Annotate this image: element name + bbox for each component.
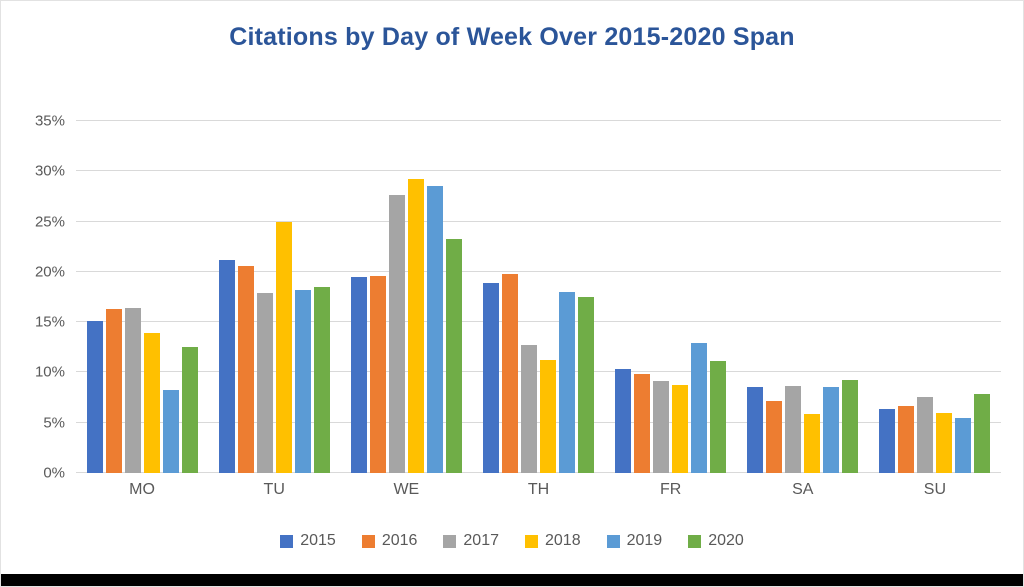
bar-2016-mo <box>105 309 122 473</box>
bar-2019-su <box>955 417 972 473</box>
legend-label: 2018 <box>545 532 581 549</box>
bar-2020-sa <box>842 380 859 473</box>
bar-2018-tu <box>275 221 292 473</box>
bar-2019-fr <box>691 343 708 473</box>
bar-group-we <box>350 121 462 473</box>
bar-2019-sa <box>823 386 840 473</box>
bar-2015-sa <box>747 386 764 473</box>
bar-2019-we <box>426 186 443 473</box>
legend-swatch-icon <box>361 534 375 548</box>
y-axis-tick-label: 20% <box>34 263 65 281</box>
bar-2020-fr <box>710 361 727 473</box>
legend-item-2020: 2020 <box>688 532 744 550</box>
bar-2020-su <box>974 393 991 473</box>
bar-2016-tu <box>237 265 254 473</box>
bar-2017-th <box>520 345 537 473</box>
legend: 2015 2016 2017 2018 2019 2020 <box>1 532 1023 550</box>
gridline-15% <box>76 321 1001 323</box>
bar-2018-we <box>407 179 424 473</box>
gridline-5% <box>76 421 1001 423</box>
y-axis-tick-label: 5% <box>43 414 65 432</box>
legend-label: 2017 <box>463 532 499 549</box>
chart-title: Citations by Day of Week Over 2015-2020 … <box>229 23 795 51</box>
bar-2017-su <box>917 396 934 473</box>
bar-2019-tu <box>294 289 311 473</box>
bar-2015-fr <box>615 369 632 473</box>
x-axis-label-we: WE <box>393 481 420 498</box>
bar-2018-th <box>539 360 556 473</box>
bar-2020-we <box>445 238 462 473</box>
bar-2016-th <box>501 273 518 473</box>
bar-group-th <box>482 121 594 473</box>
plot-area <box>76 120 1001 473</box>
legend-label: 2015 <box>300 532 336 549</box>
bar-2016-fr <box>634 374 651 473</box>
legend-swatch-icon <box>606 534 620 548</box>
y-axis-tick-label: 10% <box>34 363 65 381</box>
x-axis-label-su: SU <box>923 481 947 498</box>
x-axis-label-tu: TU <box>263 481 285 498</box>
bar-2017-we <box>388 195 405 473</box>
bar-2019-mo <box>162 389 179 473</box>
y-axis-tick-label: 30% <box>34 162 65 180</box>
bar-2018-mo <box>143 333 160 473</box>
y-axis-tick-label: 35% <box>34 112 65 130</box>
y-axis-tick-label: 0% <box>43 464 65 482</box>
bar-2015-th <box>482 282 499 473</box>
legend-swatch-icon <box>525 534 538 548</box>
legend-item-2015: 2015 <box>280 532 336 550</box>
bar-2019-th <box>558 291 575 473</box>
x-axis-label-fr: FR <box>659 481 682 498</box>
legend-swatch-icon <box>280 534 294 548</box>
y-axis-tick-label: 25% <box>34 213 65 231</box>
bar-2017-sa <box>785 385 802 473</box>
gridline-35% <box>76 120 1001 121</box>
y-axis: 0% 5% 10% 15% 20% 25% 30% 35% <box>1 114 65 481</box>
bar-group-mo <box>86 121 198 473</box>
legend-label: 2020 <box>708 532 744 549</box>
gridline-0% <box>76 472 1001 473</box>
legend-label: 2016 <box>381 532 418 549</box>
x-axis-label-th: TH <box>527 481 550 498</box>
bar-2015-mo <box>86 321 103 473</box>
legend-item-2017: 2017 <box>443 532 499 550</box>
legend-item-2019: 2019 <box>606 532 663 550</box>
bar-2017-tu <box>256 292 273 473</box>
gridline-25% <box>76 220 1001 222</box>
bar-2017-mo <box>124 308 141 473</box>
x-axis-label-mo: MO <box>129 481 155 498</box>
bottom-black-bar <box>1 574 1023 586</box>
bar-2016-we <box>369 275 386 473</box>
bar-group-sa <box>747 121 859 473</box>
bar-2020-th <box>577 297 594 473</box>
legend-swatch-icon <box>688 534 702 548</box>
bar-2015-we <box>350 276 367 473</box>
gridline-30% <box>76 170 1001 172</box>
bar-group-su <box>879 121 991 473</box>
x-axis: MO TU WE TH FR SA SU <box>76 481 1001 499</box>
bar-2016-su <box>898 405 915 473</box>
bar-2018-su <box>936 412 953 473</box>
bar-2020-tu <box>313 286 330 473</box>
gridline-20% <box>76 270 1001 272</box>
legend-item-2016: 2016 <box>361 532 418 550</box>
bar-group-tu <box>218 121 330 473</box>
gridline-10% <box>76 371 1001 373</box>
bar-group-fr <box>615 121 727 473</box>
bar-2017-fr <box>653 381 670 473</box>
bar-2016-sa <box>766 400 783 473</box>
bar-2018-fr <box>672 384 689 473</box>
legend-item-2018: 2018 <box>525 532 581 550</box>
y-axis-tick-label: 15% <box>34 313 65 331</box>
bar-2015-su <box>879 408 896 473</box>
bar-2020-mo <box>181 347 198 473</box>
legend-swatch-icon <box>443 534 457 548</box>
legend-label: 2019 <box>626 532 663 549</box>
x-axis-label-sa: SA <box>792 481 814 498</box>
bar-2018-sa <box>804 413 821 473</box>
bar-2015-tu <box>218 259 235 473</box>
bar-groups <box>76 121 1001 473</box>
